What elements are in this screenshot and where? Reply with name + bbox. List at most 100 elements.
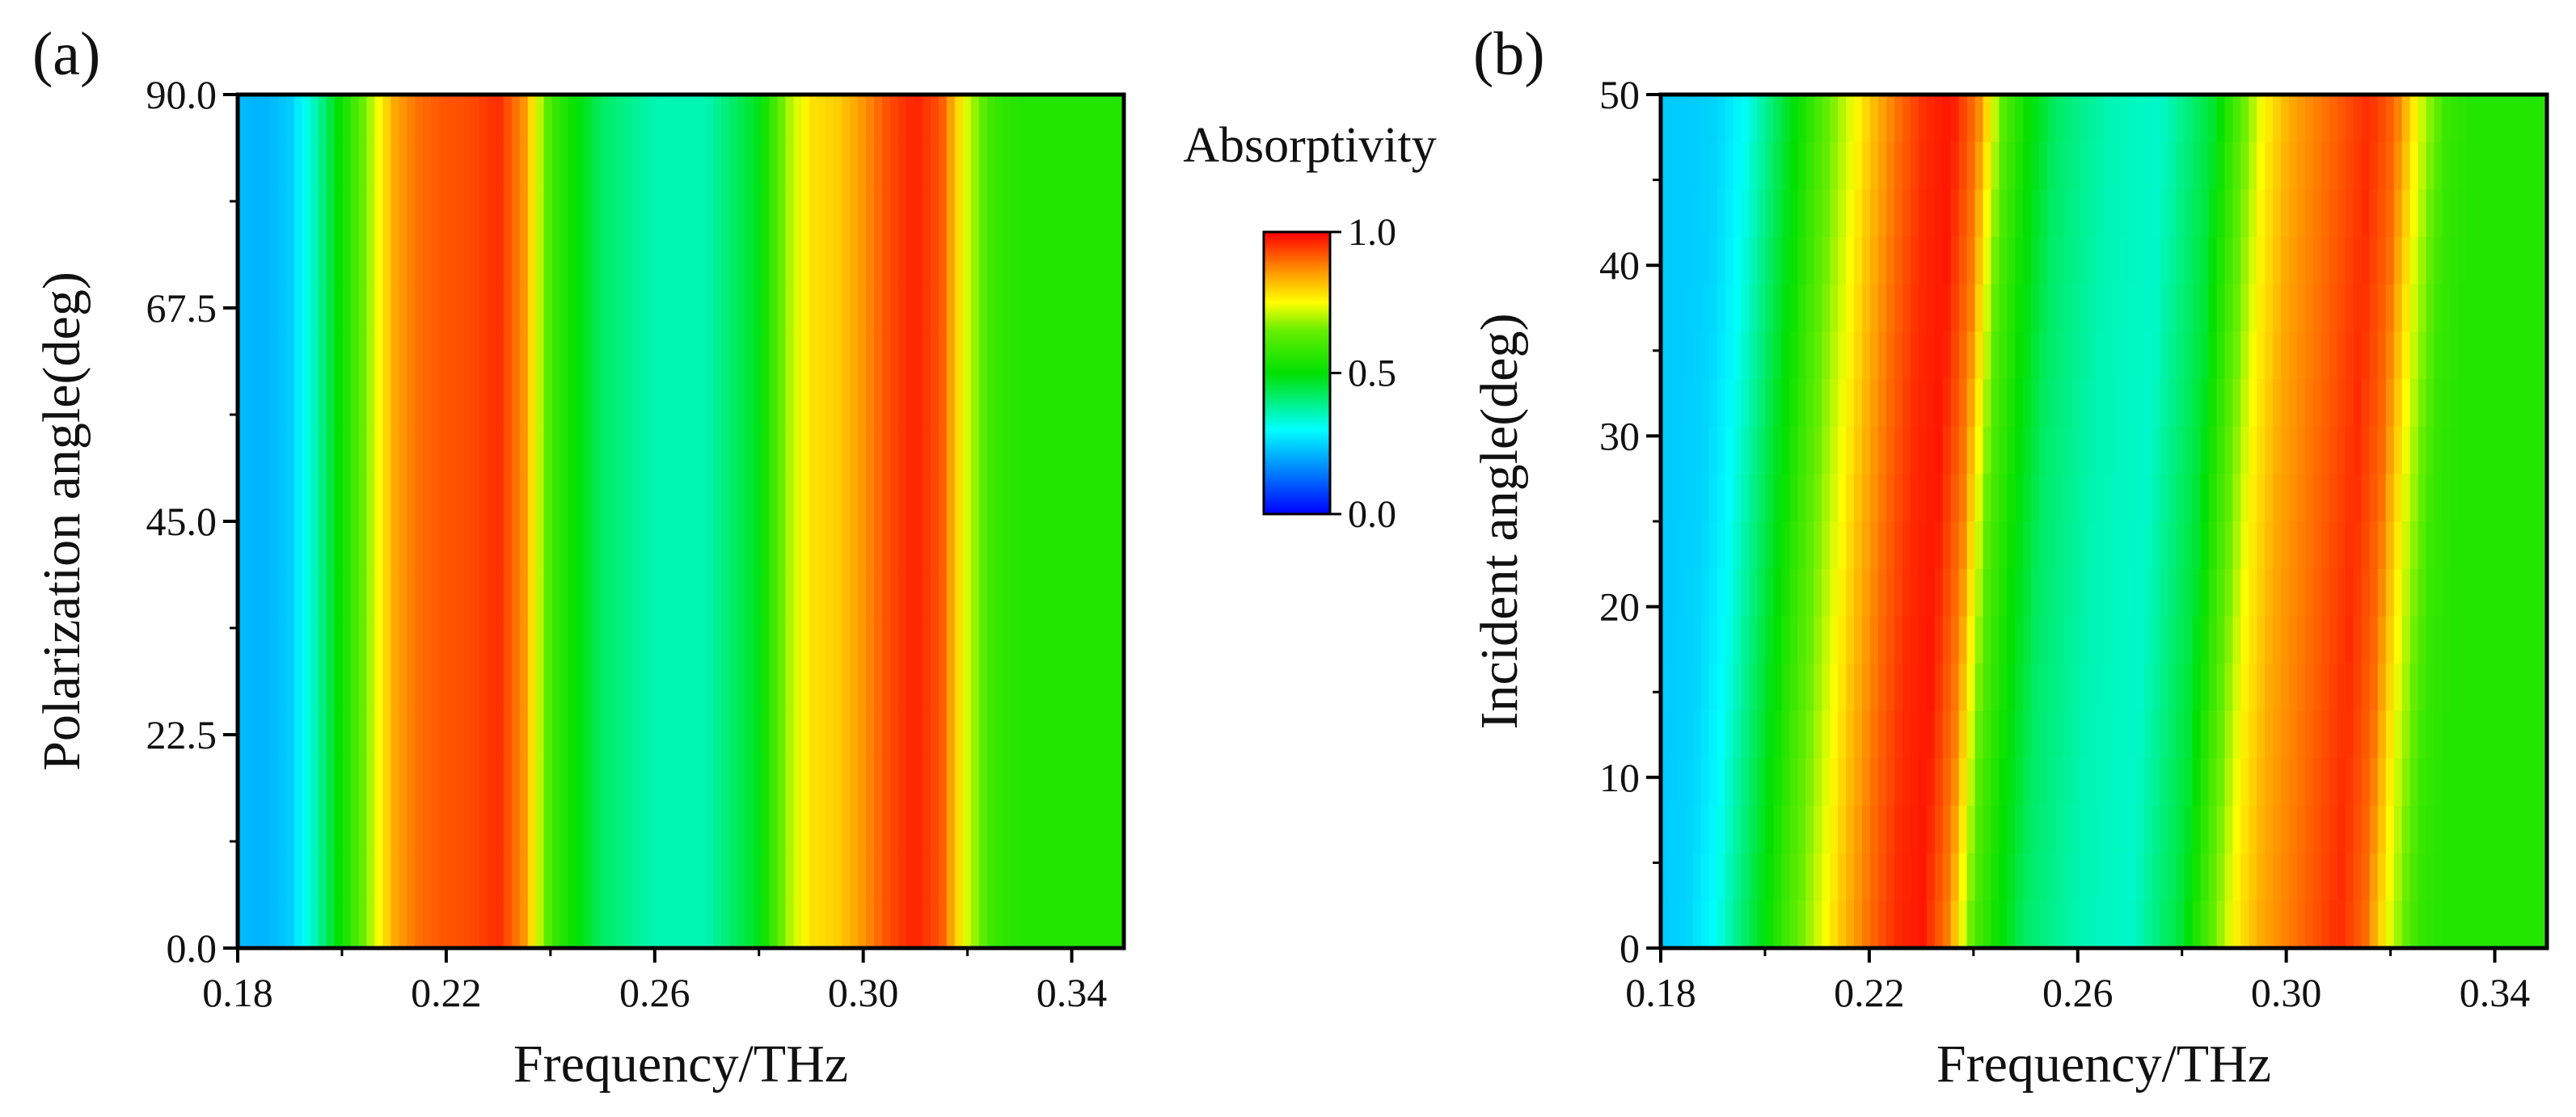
panel-b-heat-cell (2385, 710, 2395, 760)
panel-b-heat-cell (2168, 331, 2177, 380)
panel-b-heat-cell (2135, 758, 2145, 807)
panel-a-heat-cell (761, 758, 771, 807)
panel-b-heat-cell (1958, 284, 1968, 333)
panel-a-heat-cell (946, 568, 956, 618)
panel-b-heat-cell (2369, 521, 2379, 570)
panel-b-heat-cell (2329, 568, 2338, 618)
panel-a-heat-cell (801, 853, 811, 902)
panel-b-heat-cell (2385, 189, 2395, 238)
panel-b-heat-cell (1757, 758, 1767, 807)
panel-b-heat-cell (1918, 758, 1928, 807)
panel-a-heat-cell (431, 141, 440, 191)
panel-a-heat-cell (640, 284, 649, 333)
panel-b-heat-cell (1733, 853, 1742, 902)
panel-b-heat-cell (2490, 664, 2500, 712)
panel-b-heat-cell (2409, 426, 2419, 475)
panel-a-heat-cell (1003, 189, 1012, 238)
panel-a-heat-cell (890, 568, 899, 618)
panel-a-heat-cell (850, 806, 859, 854)
panel-b-heat-cell (2490, 521, 2500, 570)
panel-b-heat-cell (2249, 331, 2258, 380)
panel-a-heat-cell (826, 521, 835, 570)
panel-a-heat-cell (1083, 141, 1092, 191)
panel-a-heat-cell (809, 237, 819, 285)
panel-b-heat-cell (2450, 426, 2460, 475)
panel-a-heat-cell (850, 141, 859, 191)
panel-a-heat-cell (285, 95, 295, 143)
panel-b-heat-cell (2119, 379, 2129, 428)
panel-a-heat-cell (914, 568, 923, 618)
panel-a-heat-cell (665, 521, 674, 570)
panel-a-heat-cell (793, 758, 803, 807)
panel-a-heat-cell (640, 331, 649, 380)
panel-a-heat-cell (415, 189, 424, 238)
panel-b-heat-cell (2377, 284, 2387, 333)
panel-b-heat-cell (2104, 664, 2113, 712)
panel-a-heat-cell (535, 853, 545, 902)
panel-a-x-ticks: 0.18 0.22 0.26 0.30 0.34 (202, 948, 1107, 1015)
panel-a-heat-cell (962, 379, 972, 428)
panel-b-heat-cell (1966, 568, 1976, 618)
panel-b-heat-cell (1983, 426, 1992, 475)
panel-a-heat-cell (696, 379, 706, 428)
panel-a-heat-cell (922, 237, 931, 285)
panel-a-heat-cell (277, 331, 287, 380)
panel-b-heat-cell (2232, 568, 2242, 618)
panel-b-heat-cell (1918, 664, 1928, 712)
panel-b-heat-cell (2119, 664, 2129, 712)
panel-b-heat-cell (1781, 474, 1791, 522)
panel-b-heat-cell (2265, 426, 2274, 475)
panel-b-heat-cell (1950, 568, 1960, 618)
panel-a-heat-cell (342, 474, 352, 522)
panel-b-heat-cell (1749, 426, 1759, 475)
panel-b-heat-cell (2071, 284, 2080, 333)
panel-a-heat-cell (285, 331, 295, 380)
panel-a-heat-cell (1083, 853, 1092, 902)
panel-b-heat-cell (2515, 141, 2523, 191)
panel-b-heat-cell (2539, 189, 2548, 238)
panel-a-heat-cell (447, 95, 456, 143)
panel-a-heat-cell (1019, 141, 1028, 191)
panel-b-heat-cell (2127, 521, 2137, 570)
panel-b-heat-cell (2361, 141, 2371, 191)
panel-b-heat-cell (2273, 474, 2282, 522)
panel-b-heat-cell (2426, 568, 2435, 618)
panel-a-heat-cell (535, 664, 545, 712)
panel-a-heat-cell (527, 237, 537, 285)
panel-b-heat-cell (2305, 237, 2314, 285)
panel-a-heat-cell (986, 616, 996, 664)
panel-b-heat-cell (1983, 521, 1992, 570)
panel-b-heat-cell (2135, 426, 2145, 475)
panel-b-heat-cell (1805, 806, 1815, 854)
panel-a-heat-cell (704, 426, 714, 475)
panel-a-heat-cell (737, 95, 746, 143)
panel-a-heat-cell (1108, 521, 1117, 570)
panel-b-heat-cell (2418, 664, 2427, 712)
panel-a-heat-cell (511, 710, 521, 760)
panel-a-heat-cell (576, 284, 585, 333)
panel-b-heat-cell (2127, 710, 2137, 760)
panel-b-heat-cell (1902, 331, 1911, 380)
panel-b-heat-cell (2345, 237, 2354, 285)
panel-b-heat-cell (1757, 853, 1767, 902)
panel-b-heat-cell (2007, 189, 2016, 238)
panel-b-heat-cell (1797, 284, 1807, 333)
panel-b-heat-cell (1854, 426, 1863, 475)
panel-a-heat-cell (640, 568, 649, 618)
colorbar-gradient (1262, 230, 1332, 516)
panel-b-heat-cell (2063, 426, 2072, 475)
panel-a-heat-cell (334, 237, 344, 285)
panel-a-heat-cell (616, 853, 626, 902)
panel-a-heat-cell (277, 284, 287, 333)
panel-b-heat-cell (1708, 237, 1718, 285)
panel-a-heat-cell (1011, 853, 1020, 902)
panel-a-heat-cell (657, 474, 665, 522)
panel-b-heat-cell (1684, 710, 1694, 760)
panel-a-heat-cell (592, 379, 602, 428)
panel-a-heat-cell (648, 95, 657, 143)
panel-a-heat-cell (560, 900, 569, 949)
panel-b-heat-cell (1854, 141, 1863, 191)
panel-a-heat-cell (1092, 141, 1100, 191)
panel-a-heat-cell (592, 284, 602, 333)
panel-b-heat-cell (1749, 710, 1759, 760)
